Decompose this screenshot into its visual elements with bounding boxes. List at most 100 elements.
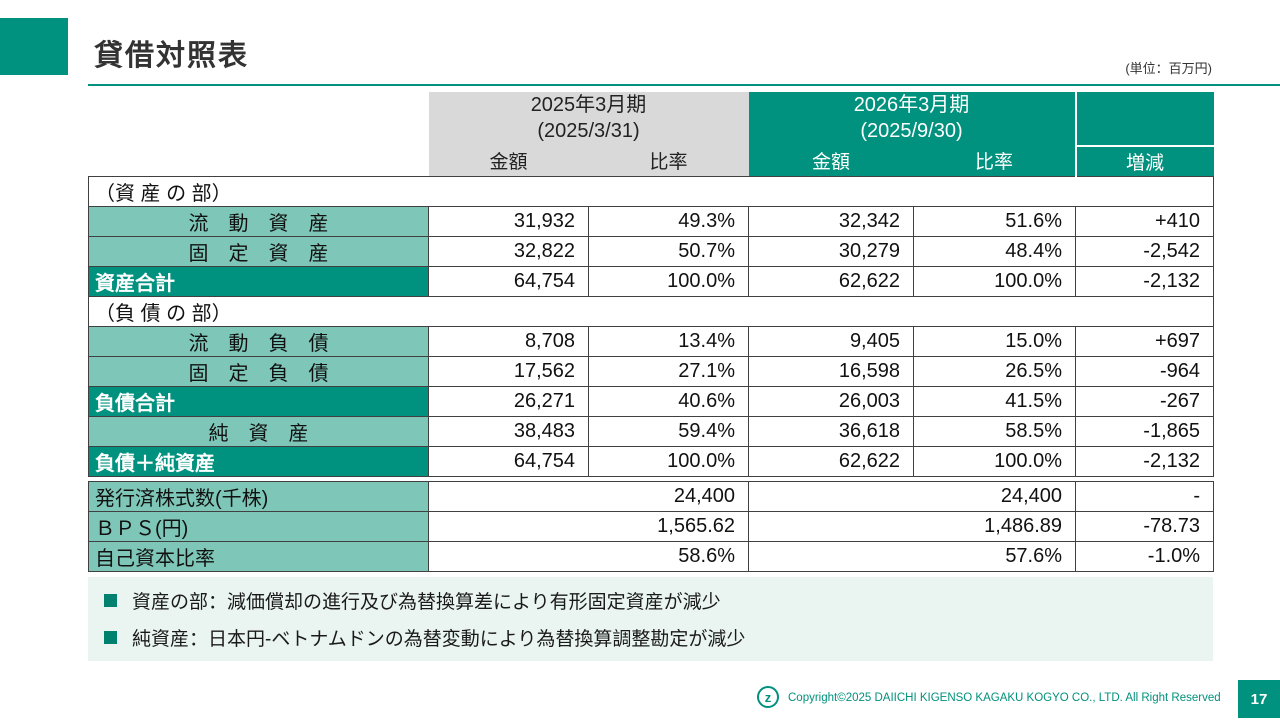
change-value: -78.73 <box>1075 511 1215 542</box>
amount-2026: 26,003 <box>748 385 914 417</box>
amount-2025: 32,822 <box>428 235 589 267</box>
note-text: 資産の部：減価償却の進行及び為替換算差により有形固定資産が減少 <box>132 592 721 613</box>
ratio-2026: 26.5% <box>913 355 1076 387</box>
amount-2026: 62,622 <box>748 445 914 477</box>
change-value: +410 <box>1075 205 1214 237</box>
change-value: -964 <box>1075 355 1214 387</box>
row-current-liabilities: 流 動 負 債 8,708 13.4% 9,405 15.0% +697 <box>88 325 1214 357</box>
amount-2025: 26,271 <box>428 385 589 417</box>
ratio-2026: 100.0% <box>913 445 1076 477</box>
amount-2026: 16,598 <box>748 355 914 387</box>
amount-2025: 64,754 <box>428 445 589 477</box>
title-underline <box>88 84 1280 86</box>
corner-accent-square <box>0 18 68 75</box>
value-2025: 58.6% <box>427 541 750 572</box>
note-assets: 資産の部：減価償却の進行及び為替換算差により有形固定資産が減少 <box>104 587 1197 614</box>
notes-box: 資産の部：減価償却の進行及び為替換算差により有形固定資産が減少 純資産：日本円-… <box>88 577 1213 661</box>
row-label: 固 定 負 債 <box>88 355 429 387</box>
unit-note: (単位：百万円) <box>1125 61 1212 76</box>
ratio-2025: 40.6% <box>588 385 749 417</box>
company-logo-icon: z <box>757 686 779 708</box>
row-label: 資産合計 <box>88 265 429 297</box>
per-share-metrics-table: 発行済株式数(千株) 24,400 24,400 - ＢＰＳ(円) 1,565.… <box>88 481 1215 572</box>
value-2026: 1,486.89 <box>748 511 1077 542</box>
subheader-row: 金額 比率 金額 比率 増減 <box>89 145 1214 176</box>
row-equity-ratio: 自己資本比率 58.6% 57.6% -1.0% <box>88 541 1215 572</box>
bullet-square-icon <box>104 631 117 644</box>
row-total-liabilities: 負債合計 26,271 40.6% 26,003 41.5% -267 <box>88 385 1214 417</box>
row-assets-section: （資 産 の 部） <box>88 175 1214 207</box>
amount-2026: 30,279 <box>748 235 914 267</box>
ratio-2026: 51.6% <box>913 205 1076 237</box>
ratio-2026: 15.0% <box>913 325 1076 357</box>
change-value: -1,865 <box>1075 415 1214 447</box>
page-title: 貸借対照表 <box>94 40 250 72</box>
note-text: 純資産：日本円-ベトナムドンの為替変動により為替換算調整勘定が減少 <box>132 629 746 650</box>
ratio-2026: 48.4% <box>913 235 1076 267</box>
row-label: ＢＰＳ(円) <box>88 511 429 542</box>
row-net-assets: 純 資 産 38,483 59.4% 36,618 58.5% -1,865 <box>88 415 1214 447</box>
ratio-2025: 59.4% <box>588 415 749 447</box>
amount-2025: 17,562 <box>428 355 589 387</box>
change-value: -1.0% <box>1075 541 1215 572</box>
row-current-assets: 流 動 資 産 31,932 49.3% 32,342 51.6% +410 <box>88 205 1214 237</box>
balance-sheet-table: 2025年3月期 (2025/3/31) 2026年3月期 (2025/9/30… <box>88 92 1214 477</box>
ratio-2025: 50.7% <box>588 235 749 267</box>
row-label: 流 動 資 産 <box>88 205 429 237</box>
section-header: （負 債 の 部） <box>88 295 1214 327</box>
change-value: -2,542 <box>1075 235 1214 267</box>
ratio-2025: 13.4% <box>588 325 749 357</box>
header-spacer <box>89 92 429 146</box>
header-amount-2026: 金額 <box>748 146 914 176</box>
ratio-2025: 27.1% <box>588 355 749 387</box>
page-number-badge: 17 <box>1238 680 1280 718</box>
change-value: - <box>1075 481 1215 512</box>
period-2026-label: 2026年3月期 <box>853 94 970 117</box>
ratio-2025: 100.0% <box>588 265 749 297</box>
note-net-assets: 純資産：日本円-ベトナムドンの為替変動により為替換算調整勘定が減少 <box>104 624 1197 651</box>
change-column-top <box>1074 92 1214 146</box>
period-2025-label: 2025年3月期 <box>530 94 647 117</box>
section-header: （資 産 の 部） <box>88 175 1214 207</box>
copyright-text: Copyright©2025 DAIICHI KIGENSO KAGAKU KO… <box>788 692 1221 704</box>
row-label: 流 動 負 債 <box>88 325 429 357</box>
row-label: 固 定 資 産 <box>88 235 429 267</box>
value-2025: 1,565.62 <box>427 511 750 542</box>
row-label: 純 資 産 <box>88 415 429 447</box>
ratio-2025: 100.0% <box>588 445 749 477</box>
row-bps: ＢＰＳ(円) 1,565.62 1,486.89 -78.73 <box>88 511 1215 542</box>
change-value: -2,132 <box>1075 445 1214 477</box>
row-total-assets: 資産合計 64,754 100.0% 62,622 100.0% -2,132 <box>88 265 1214 297</box>
amount-2026: 32,342 <box>748 205 914 237</box>
header-change: 増減 <box>1074 145 1214 176</box>
ratio-2026: 41.5% <box>913 385 1076 417</box>
header-ratio-2025: 比率 <box>588 146 749 176</box>
col-period-2026: 2026年3月期 (2025/9/30) <box>748 92 1076 146</box>
period-2025-date: (2025/3/31) <box>537 120 640 142</box>
change-value: +697 <box>1075 325 1214 357</box>
amount-2025: 38,483 <box>428 415 589 447</box>
amount-2026: 36,618 <box>748 415 914 447</box>
row-fixed-assets: 固 定 資 産 32,822 50.7% 30,279 48.4% -2,542 <box>88 235 1214 267</box>
row-label: 自己資本比率 <box>88 541 429 572</box>
header-amount-2025: 金額 <box>428 146 589 176</box>
ratio-2025: 49.3% <box>588 205 749 237</box>
row-label: 発行済株式数(千株) <box>88 481 429 512</box>
row-issued-shares: 発行済株式数(千株) 24,400 24,400 - <box>88 481 1215 512</box>
amount-2026: 9,405 <box>748 325 914 357</box>
row-liabilities-plus-net-assets: 負債＋純資産 64,754 100.0% 62,622 100.0% -2,13… <box>88 445 1214 477</box>
row-label: 負債＋純資産 <box>88 445 429 477</box>
value-2026: 24,400 <box>748 481 1077 512</box>
change-value: -2,132 <box>1075 265 1214 297</box>
period-2026-date: (2025/9/30) <box>860 120 963 142</box>
row-fixed-liabilities: 固 定 負 債 17,562 27.1% 16,598 26.5% -964 <box>88 355 1214 387</box>
row-liabilities-section: （負 債 の 部） <box>88 295 1214 327</box>
header-spacer <box>89 146 429 176</box>
amount-2025: 64,754 <box>428 265 589 297</box>
value-2026: 57.6% <box>748 541 1077 572</box>
col-period-2025: 2025年3月期 (2025/3/31) <box>428 92 749 146</box>
ratio-2026: 58.5% <box>913 415 1076 447</box>
value-2025: 24,400 <box>427 481 750 512</box>
amount-2025: 31,932 <box>428 205 589 237</box>
